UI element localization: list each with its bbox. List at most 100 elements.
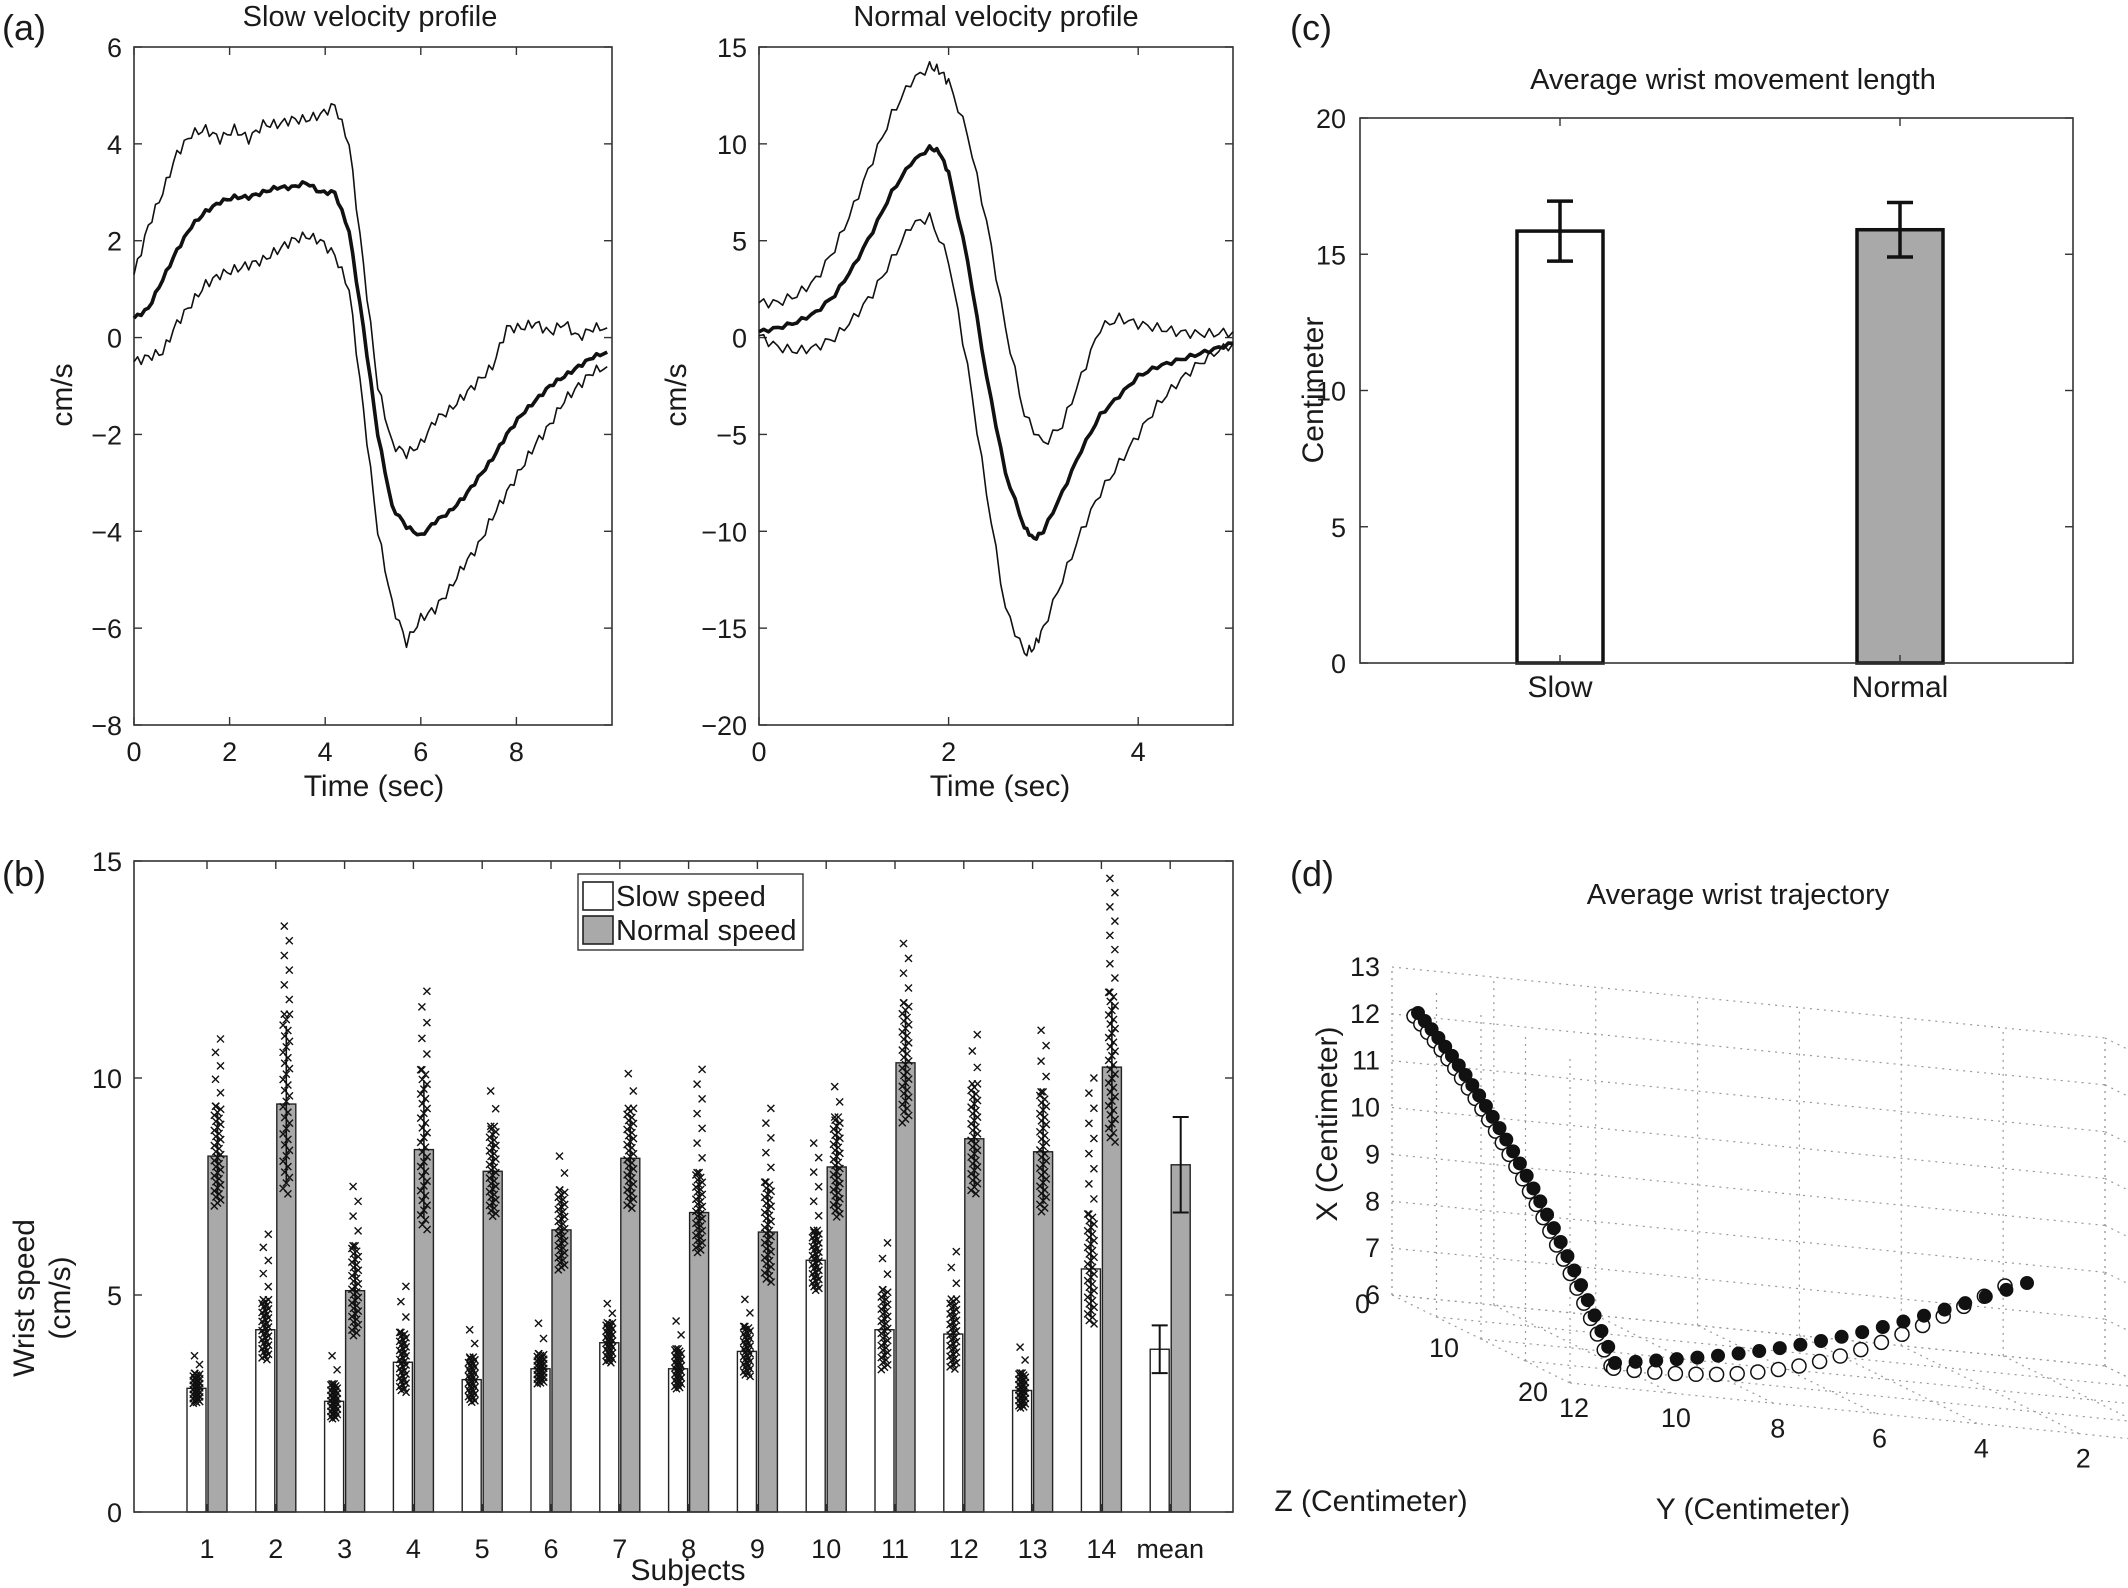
- trajectory-point-normal: [1814, 1334, 1828, 1348]
- sample-marker: [693, 1109, 702, 1118]
- sample-marker: [952, 1326, 961, 1335]
- grid-line: [1391, 966, 2106, 1039]
- sample-marker: [814, 1153, 823, 1162]
- sample-marker: [835, 1097, 844, 1106]
- x-tick-label: 10: [811, 1534, 841, 1564]
- sample-marker: [396, 1297, 405, 1306]
- trajectory-point-normal: [1958, 1296, 1973, 1311]
- chart-title: Average wrist movement length: [1530, 64, 1936, 96]
- sample-marker: [766, 1163, 775, 1172]
- sample-marker: [899, 939, 908, 948]
- plot-area: [133, 46, 613, 726]
- sample-marker: [1084, 1149, 1093, 1158]
- trajectory-point-normal: [1834, 1329, 1849, 1344]
- sample-marker: [950, 1365, 959, 1373]
- sample-marker: [422, 1050, 431, 1059]
- sample-marker: [264, 1282, 273, 1291]
- sample-marker: [216, 1105, 225, 1114]
- grid-line: [2104, 1318, 2128, 1332]
- sample-marker: [973, 1030, 982, 1039]
- sample-marker: [216, 1034, 225, 1043]
- sample-marker: [878, 1285, 887, 1294]
- trajectory-point-normal: [1793, 1337, 1808, 1352]
- x-tick-label: 0: [126, 737, 141, 767]
- x-axis-label: Y (Centimeter): [1656, 1493, 1851, 1526]
- sample-marker: [259, 1295, 268, 1304]
- sample-marker: [698, 1238, 707, 1247]
- grid-line: [1391, 1200, 2106, 1273]
- sample-marker: [1104, 1101, 1113, 1110]
- sample-marker: [1040, 1095, 1049, 1104]
- x-tick-label: 9: [750, 1534, 765, 1564]
- sample-marker: [624, 1104, 633, 1113]
- sample-marker: [491, 1141, 500, 1150]
- sample-marker: [698, 1190, 707, 1199]
- sample-marker: [259, 1243, 268, 1252]
- sample-marker: [760, 1178, 769, 1187]
- sample-marker: [1089, 1134, 1098, 1143]
- grid-line: [1391, 1060, 2106, 1133]
- sample-marker: [1040, 1131, 1049, 1140]
- sample-marker: [835, 1134, 844, 1143]
- y-tick-label: 10: [92, 1064, 122, 1094]
- trajectory-point-normal: [1937, 1302, 1952, 1317]
- sample-marker: [539, 1334, 548, 1343]
- sample-marker: [629, 1134, 638, 1143]
- trajectory-point-slow: [1873, 1334, 1890, 1351]
- sample-marker: [899, 998, 908, 1007]
- plot-area: [1359, 117, 2074, 664]
- sample-marker: [698, 1124, 707, 1133]
- sample-marker: [767, 1277, 776, 1286]
- trajectory-point-normal: [1772, 1341, 1787, 1356]
- sample-marker: [418, 1220, 427, 1229]
- sample-marker: [279, 1184, 288, 1193]
- sample-marker: [952, 1305, 961, 1314]
- sample-marker: [491, 1209, 500, 1218]
- sample-marker: [417, 1065, 426, 1074]
- y-tick-label: −4: [91, 517, 122, 547]
- trajectory-point-normal: [1649, 1353, 1664, 1368]
- x-axis-tick-label: 7: [1365, 1233, 1380, 1263]
- series-line-upper: [758, 60, 1234, 446]
- sample-marker: [883, 1300, 892, 1309]
- sample-marker: [216, 1195, 225, 1204]
- y-axis-tick-label: 6: [1872, 1423, 1887, 1453]
- z-axis-tick-label: 0: [1355, 1289, 1370, 1319]
- sample-marker: [740, 1322, 749, 1331]
- sample-marker: [1037, 1087, 1046, 1096]
- x-tick-label: 4: [1131, 737, 1146, 767]
- sample-marker: [904, 1075, 913, 1084]
- sample-marker: [280, 980, 289, 989]
- trajectory-point-normal: [1711, 1348, 1725, 1363]
- sample-marker: [767, 1202, 776, 1211]
- sample-marker: [1042, 1102, 1051, 1111]
- sample-marker: [1084, 1119, 1093, 1128]
- sample-marker: [899, 969, 908, 978]
- sample-marker: [809, 1226, 818, 1235]
- sample-marker: [282, 1015, 291, 1024]
- sample-marker: [560, 1248, 569, 1257]
- trajectory-point-slow: [1770, 1361, 1787, 1378]
- sample-marker: [354, 1279, 363, 1288]
- y-axis-label-line-2: (cm/s): [44, 1256, 77, 1339]
- sample-marker: [416, 1162, 425, 1171]
- y-axis-label: cm/s: [660, 363, 693, 426]
- sample-marker: [809, 1168, 818, 1177]
- x-axis-tick-label: 11: [1352, 1046, 1380, 1076]
- grid-line: [2002, 1355, 2128, 1419]
- sample-marker: [947, 1263, 956, 1272]
- sample-marker: [216, 1180, 225, 1189]
- sample-marker: [1106, 1020, 1115, 1029]
- y-axis-label: X (Centimeter): [1311, 1026, 1344, 1221]
- sample-marker: [1083, 1210, 1092, 1219]
- grid-line: [2104, 1271, 2128, 1285]
- sample-marker: [629, 1119, 638, 1128]
- sample-marker: [672, 1317, 681, 1326]
- sample-marker: [835, 1149, 844, 1158]
- sample-marker: [211, 1075, 220, 1084]
- trajectory-point-normal: [1540, 1207, 1555, 1222]
- sample-marker: [280, 951, 289, 960]
- trajectory-point-normal: [1519, 1168, 1534, 1183]
- sample-marker: [416, 1065, 425, 1074]
